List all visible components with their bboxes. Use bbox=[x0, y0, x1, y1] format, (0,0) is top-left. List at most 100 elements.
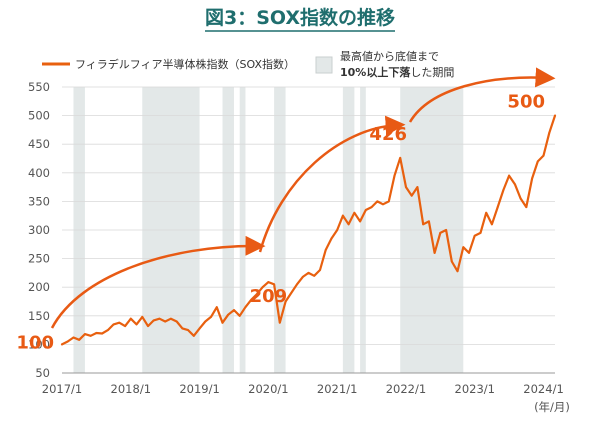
data-point bbox=[491, 223, 493, 226]
data-point bbox=[359, 220, 361, 223]
data-point bbox=[267, 281, 270, 283]
legend-band-swatch bbox=[315, 56, 333, 74]
data-point bbox=[141, 316, 144, 318]
annotation-209: 209 bbox=[250, 286, 288, 307]
data-point bbox=[175, 320, 178, 323]
arrow-426-to-500 bbox=[408, 67, 556, 123]
data-point bbox=[496, 206, 499, 209]
y-tick-label: 150 bbox=[28, 309, 50, 323]
x-tick-label: 2020/1 bbox=[248, 382, 288, 396]
data-point bbox=[227, 313, 230, 316]
y-gridlines bbox=[62, 86, 555, 374]
data-point bbox=[531, 177, 533, 180]
data-point bbox=[250, 298, 253, 301]
x-tick-label: 2024/1 bbox=[523, 382, 563, 396]
data-point bbox=[382, 203, 384, 206]
data-point bbox=[95, 332, 98, 334]
data-point bbox=[204, 320, 207, 323]
data-point bbox=[278, 321, 281, 324]
legend-band-label-line1: 最高値から底値まで bbox=[340, 49, 439, 63]
data-point bbox=[256, 293, 258, 295]
data-point bbox=[296, 283, 298, 286]
data-point bbox=[89, 334, 92, 337]
data-point bbox=[542, 154, 545, 157]
data-point bbox=[536, 160, 539, 163]
data-point bbox=[405, 186, 407, 189]
series-lines bbox=[60, 114, 557, 346]
y-tick-label: 500 bbox=[28, 109, 50, 123]
data-point bbox=[427, 220, 430, 223]
data-point bbox=[210, 316, 212, 318]
annotation-500: 500 bbox=[507, 92, 545, 113]
data-point bbox=[244, 306, 247, 309]
annotation-100: 100 bbox=[16, 332, 54, 353]
chart-title: 図3：SOX指数の推移 bbox=[205, 6, 395, 29]
data-point bbox=[439, 231, 442, 234]
data-point bbox=[106, 329, 109, 331]
data-point bbox=[445, 229, 447, 231]
data-point bbox=[410, 194, 413, 197]
data-point bbox=[187, 329, 190, 331]
data-point bbox=[485, 211, 488, 214]
data-point bbox=[387, 200, 390, 203]
data-point bbox=[450, 260, 453, 263]
data-point bbox=[393, 174, 396, 177]
data-point bbox=[341, 214, 344, 217]
arrow-209-to-426 bbox=[258, 115, 406, 253]
legend-band-label-bold: 10%以上下落 bbox=[340, 65, 411, 79]
data-point bbox=[78, 338, 81, 341]
y-tick-label: 250 bbox=[28, 252, 50, 266]
y-tick-label: 100 bbox=[28, 337, 50, 351]
data-point bbox=[433, 251, 436, 254]
data-point bbox=[301, 276, 304, 278]
data-point bbox=[479, 231, 482, 234]
data-point bbox=[313, 274, 316, 277]
legend-band-label-rest: した期間 bbox=[410, 66, 454, 79]
data-point bbox=[347, 223, 350, 226]
y-tick-label: 450 bbox=[28, 137, 50, 151]
data-point bbox=[112, 323, 115, 326]
data-point bbox=[336, 229, 339, 231]
data-point bbox=[221, 321, 224, 324]
data-point bbox=[330, 237, 333, 240]
data-point bbox=[152, 319, 155, 322]
data-point bbox=[72, 336, 75, 339]
y-tick-label: 550 bbox=[28, 80, 50, 94]
data-point bbox=[399, 157, 402, 159]
data-point bbox=[554, 114, 556, 117]
data-point bbox=[422, 223, 425, 226]
data-point bbox=[118, 321, 121, 324]
data-point bbox=[158, 317, 161, 320]
x-tick-label: 2021/1 bbox=[317, 382, 357, 396]
data-point bbox=[129, 317, 132, 320]
y-tick-label: 400 bbox=[28, 166, 50, 180]
data-point bbox=[468, 251, 470, 254]
data-point bbox=[66, 340, 69, 343]
data-point bbox=[215, 306, 218, 309]
data-point bbox=[233, 309, 235, 311]
data-point bbox=[238, 314, 241, 317]
annotation-426: 426 bbox=[369, 124, 407, 145]
data-point bbox=[353, 211, 356, 214]
data-point bbox=[84, 333, 86, 336]
data-point bbox=[456, 270, 459, 273]
data-point bbox=[473, 234, 476, 237]
data-point bbox=[508, 174, 511, 177]
y-axis-ticks: 50 100 150 200 250 300 350 400 450 500 550 bbox=[28, 80, 50, 380]
annotations: 100 209 426 500 bbox=[16, 92, 545, 354]
legend-band-label-line2: 10%以上下落した期間 bbox=[340, 65, 454, 79]
data-point bbox=[502, 189, 505, 191]
y-tick-label: 200 bbox=[28, 280, 50, 294]
data-point bbox=[135, 323, 138, 326]
data-point bbox=[513, 183, 516, 186]
data-point bbox=[101, 332, 104, 335]
data-point bbox=[307, 272, 310, 274]
data-point bbox=[147, 325, 149, 327]
data-point bbox=[462, 246, 465, 249]
data-point bbox=[370, 206, 373, 209]
x-tick-label: 2023/1 bbox=[455, 382, 495, 396]
data-point bbox=[290, 292, 293, 294]
x-tick-label: 2018/1 bbox=[111, 382, 151, 396]
data-point bbox=[324, 249, 327, 251]
data-point bbox=[548, 131, 551, 134]
